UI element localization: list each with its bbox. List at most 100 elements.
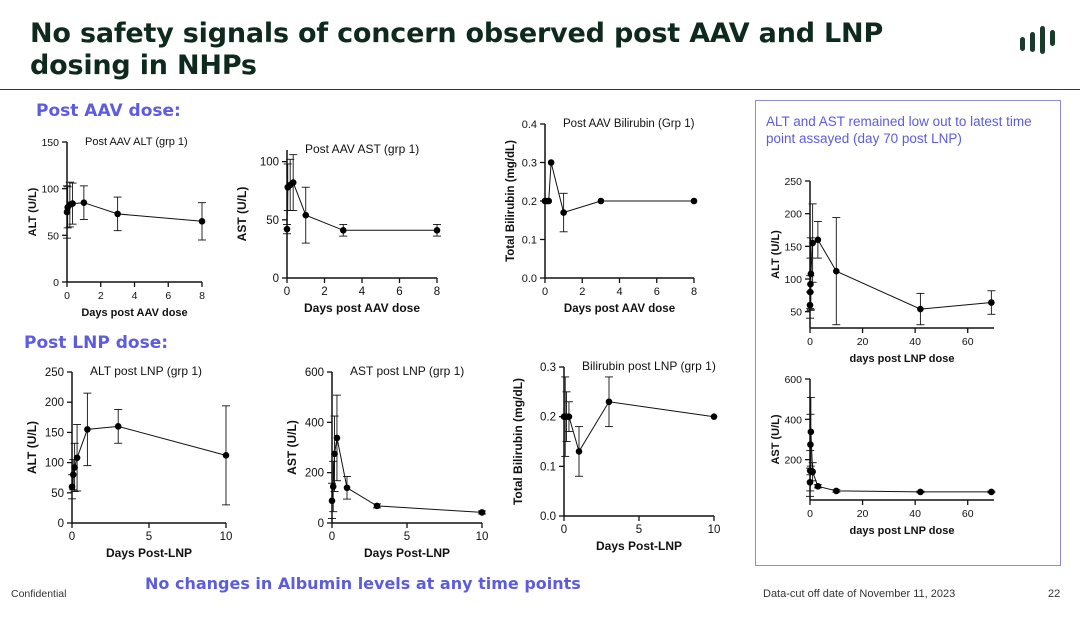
x-tick-label: 0: [807, 336, 813, 348]
x-tick-label: 0: [561, 524, 567, 536]
data-point: [807, 428, 815, 436]
series-line: [286, 181, 437, 231]
x-tick-label: 5: [146, 531, 152, 543]
y-tick-label: 0.4: [522, 119, 537, 131]
data-point: [84, 426, 91, 433]
chart-extended-ast: 200 400 600 0 20 40 60 days post LNP dose AST (U…: [770, 374, 996, 537]
data-point: [71, 464, 78, 471]
y-tick-label: 600: [784, 374, 802, 386]
chart-aav-bilirubin: 0.0 0.1 0.2 0.3 0.4 0 2 4 6 8 Days post AAV dose To…: [505, 118, 698, 315]
x-tick-label: 4: [359, 286, 366, 298]
data-point: [565, 413, 573, 420]
x-tick-label: 2: [579, 286, 585, 298]
data-point: [69, 200, 76, 207]
series-line: [331, 437, 483, 513]
x-tick-label: 5: [636, 524, 642, 536]
x-axis-label: Days post AAV dose: [81, 307, 187, 319]
chart-aav-alt: 0 50 100 150 0 2 4 6 8 Days post AAV dose ALT (U/L…: [27, 136, 206, 319]
y-tick-label: 50: [266, 215, 279, 227]
x-tick-label: 40: [909, 508, 921, 520]
company-logo-icon: [1020, 26, 1055, 54]
chart-extended-alt: 50 100 150 200 250 0 20 40 60 days post LNP dose A…: [770, 176, 996, 365]
x-tick-label: 4: [132, 290, 138, 302]
footer-data-cutoff: Data-cut off date of November 11, 2023: [763, 588, 956, 600]
data-point: [331, 450, 338, 458]
y-tick-label: 0: [273, 273, 279, 285]
data-point: [575, 448, 583, 455]
data-point: [560, 209, 567, 216]
data-point: [605, 398, 613, 406]
data-point: [806, 478, 814, 486]
extended-timepoint-panel: [755, 100, 1061, 566]
x-tick-label: 10: [220, 531, 233, 543]
x-axis-label: Days post AAV dose: [564, 303, 675, 315]
slide-title: No safety signals of concern observed po…: [30, 18, 884, 81]
data-point: [710, 413, 718, 420]
series-line: [809, 431, 992, 493]
y-axis-label: ALT (U/L): [27, 187, 39, 236]
y-tick-label: 400: [305, 417, 324, 429]
y-tick-label: 200: [45, 397, 64, 409]
y-tick-label: 0.3: [522, 158, 537, 170]
x-tick-label: 2: [98, 290, 104, 302]
data-point: [69, 471, 77, 478]
data-point: [597, 197, 605, 205]
data-point: [809, 239, 816, 247]
y-tick-label: 150: [45, 427, 64, 439]
x-tick-label: 0: [807, 508, 813, 520]
data-point: [114, 423, 122, 430]
y-tick-label: 50: [47, 230, 59, 242]
chart-lnp-alt: 0 50 100 150 200 250 0 5 10 Days Post-LNP ALT (U/L…: [25, 364, 233, 560]
y-tick-label: 150: [784, 241, 802, 253]
x-axis-label: Days Post-LNP: [596, 539, 682, 553]
section-label-aav: Post AAV dose:: [36, 101, 181, 121]
x-tick-label: 20: [857, 336, 869, 348]
y-tick-label: 150: [41, 137, 59, 149]
y-tick-label: 0.0: [522, 273, 537, 285]
title-divider: [0, 89, 1080, 90]
x-axis-label: days post LNP dose: [850, 353, 955, 365]
chart-title: Post AAV AST (grp 1): [305, 142, 419, 156]
x-tick-label: 8: [199, 290, 205, 302]
y-tick-label: 0: [53, 277, 59, 289]
y-tick-label: 0.1: [540, 461, 556, 473]
data-point: [690, 197, 698, 205]
y-axis-label: AST (U/L): [235, 187, 249, 242]
data-point: [832, 487, 840, 495]
x-tick-label: 6: [654, 286, 660, 298]
y-axis-label: Total Bilirubin (mg/dL): [511, 378, 525, 505]
series-line: [564, 401, 715, 453]
data-point: [433, 226, 441, 234]
series-line: [66, 202, 203, 222]
data-point: [806, 301, 814, 309]
x-tick-label: 0: [542, 286, 548, 298]
data-point: [329, 483, 337, 490]
logo-bar: [1040, 26, 1045, 54]
series-line: [809, 239, 992, 310]
y-tick-label: 0.2: [540, 412, 556, 424]
x-axis-label: Days post AAV dose: [304, 301, 420, 315]
data-point: [222, 452, 230, 459]
data-point: [339, 226, 347, 234]
x-tick-label: 10: [476, 531, 489, 543]
x-tick-label: 20: [857, 508, 869, 520]
data-point: [807, 441, 814, 448]
y-tick-label: 250: [784, 176, 802, 188]
x-tick-label: 6: [165, 290, 171, 302]
data-point: [198, 218, 206, 225]
x-tick-label: 60: [962, 508, 974, 520]
data-point: [289, 179, 297, 186]
section-label-lnp: Post LNP dose:: [24, 333, 169, 353]
y-tick-label: 0.0: [540, 511, 556, 523]
y-tick-label: 0: [318, 518, 324, 530]
y-axis-label: ALT (U/L): [25, 421, 39, 474]
y-tick-label: 100: [45, 458, 64, 470]
y-tick-label: 50: [790, 307, 802, 319]
y-tick-label: 0: [58, 518, 64, 530]
data-point: [283, 225, 291, 233]
data-point: [917, 488, 924, 496]
data-point: [807, 280, 814, 288]
footer-albumin-note: No changes in Albumin levels at any time…: [145, 574, 581, 593]
y-axis-label: AST (U/L): [285, 420, 299, 475]
logo-bar: [1030, 32, 1035, 52]
